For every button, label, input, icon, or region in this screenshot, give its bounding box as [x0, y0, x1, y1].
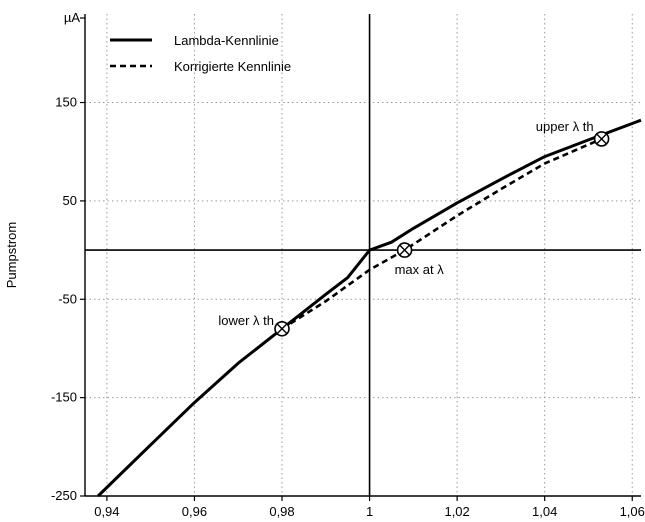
x-tick-label: 0,94	[94, 504, 119, 519]
legend-label: Korrigierte Kennlinie	[174, 59, 291, 74]
axes: 0,94 0,96 0,98 1 1,02 1,04 1,06 -250 -150 -50 50 15…	[51, 14, 645, 519]
annotation-label: upper λ th	[536, 119, 594, 134]
y-axis-label: Pumpstrom	[4, 222, 19, 288]
x-tick-label: 1,04	[532, 504, 557, 519]
y-tick-label: -50	[58, 291, 77, 306]
y-tick-label: -150	[51, 390, 77, 405]
annotation-marker	[593, 131, 610, 147]
y-tick-label: 50	[63, 193, 77, 208]
y-axis-unit: µA	[64, 10, 80, 25]
marker-cross	[596, 133, 607, 145]
annotation-marker	[274, 320, 290, 337]
legend-label: Lambda-Kennlinie	[174, 33, 279, 48]
series-line-lambda-kennlinie	[97, 118, 642, 498]
grid-layer	[85, 14, 641, 496]
y-tick-label: 150	[55, 95, 77, 110]
x-tick-label: 0,98	[269, 504, 294, 519]
series-line-korrigierte-kennlinie	[281, 137, 603, 330]
marker-cross	[399, 244, 410, 256]
y-tick-label: -250	[51, 488, 77, 503]
annotation-label: lower λ th	[218, 313, 274, 328]
marker-cross	[276, 323, 288, 335]
x-tick-label: 0,96	[182, 504, 207, 519]
x-tick-label: 1	[366, 504, 373, 519]
x-tick-label: 1,02	[444, 504, 469, 519]
series-layer	[97, 118, 642, 498]
legend: Lambda-Kennlinie Korrigierte Kennlinie	[110, 33, 291, 74]
x-tick-label: 1,06	[620, 504, 645, 519]
reference-lines	[85, 14, 641, 496]
annotation-label: max at λ	[395, 262, 445, 277]
annotation-marker	[396, 242, 413, 258]
annotations: upper λ th max at λ lower λ th	[218, 119, 610, 337]
